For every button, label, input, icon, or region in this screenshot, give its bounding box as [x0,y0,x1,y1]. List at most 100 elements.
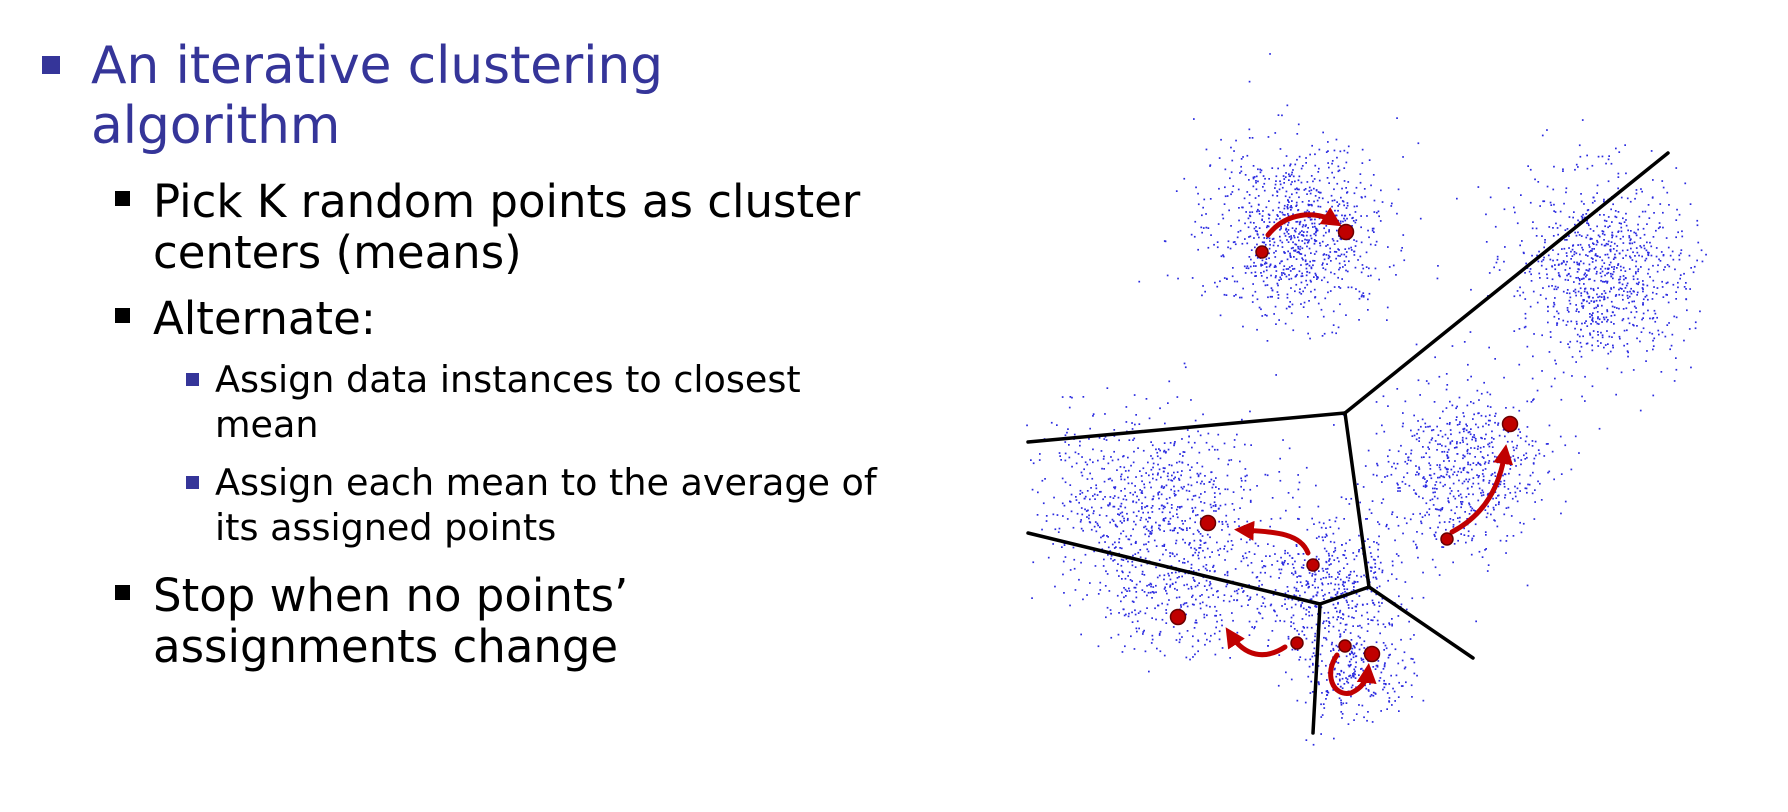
data-point [1281,241,1284,244]
data-point [1573,281,1575,283]
data-point [1523,454,1525,457]
data-point [1279,235,1281,238]
data-point [1310,598,1313,600]
data-point [1591,314,1593,317]
data-point [1268,214,1271,216]
data-point [1090,528,1093,531]
data-point [1566,260,1568,263]
data-point [1275,175,1278,178]
data-point [1216,246,1219,249]
bullet-stop-line1: Stop when no points’ [153,569,629,622]
data-point [1479,446,1482,449]
data-point [1151,457,1154,460]
data-point [1141,573,1144,575]
data-point [1482,494,1485,496]
data-point [1559,435,1562,438]
data-point [1301,201,1304,203]
data-point [1415,493,1418,495]
data-point [1635,271,1637,273]
data-point [1267,136,1270,138]
data-point [1041,479,1044,482]
data-point [1636,325,1638,327]
data-point [1104,585,1107,587]
data-point [1287,637,1290,640]
data-point [1139,519,1142,521]
data-point [1431,498,1434,501]
data-point [1681,230,1683,233]
data-point [1587,269,1589,272]
data-point [1173,485,1175,488]
data-point [1216,620,1218,623]
data-point [1284,552,1286,555]
data-point [1201,294,1203,297]
data-point [1618,288,1620,291]
data-point [1241,497,1243,500]
data-point [1429,464,1432,467]
data-point [1573,253,1576,256]
data-point [1419,217,1422,220]
data-point [1158,524,1160,527]
data-point [1596,255,1598,257]
data-point [1481,437,1483,440]
data-point [1666,264,1669,266]
data-point [1379,561,1382,564]
data-point [1086,490,1089,492]
data-point [1420,456,1423,459]
data-point [1141,506,1143,508]
data-point [1295,595,1297,597]
data-point [1404,483,1407,485]
data-point [1465,496,1468,498]
data-point [1413,414,1415,417]
data-point [1290,287,1292,289]
data-point [1248,236,1250,238]
data-point [1416,531,1418,533]
data-point [1532,355,1534,358]
data-point [1151,444,1154,447]
data-point [1554,285,1557,288]
data-point [1299,245,1302,248]
data-point [1038,459,1041,461]
data-point [1655,247,1658,249]
data-point [1192,570,1195,572]
data-point [1122,455,1124,458]
data-point [1155,618,1157,621]
data-point [1518,409,1521,412]
data-point [1354,211,1357,213]
data-point [1351,651,1353,654]
data-point [1494,358,1496,360]
data-point [1689,203,1692,205]
data-point [1623,329,1626,332]
data-point [1350,249,1353,251]
data-point [1467,493,1470,495]
data-point [1225,514,1228,517]
data-point [1233,590,1236,593]
data-point [1165,609,1167,611]
data-point [1221,523,1224,525]
data-point [1219,314,1222,317]
data-point [1223,545,1226,548]
data-point [1270,274,1272,277]
data-point [1375,593,1378,596]
data-point [1411,597,1414,600]
data-point [1520,194,1522,196]
data-point [1336,610,1338,613]
data-point [1410,657,1413,660]
data-point [1546,277,1549,279]
data-point [1246,265,1249,268]
data-point [1456,405,1458,408]
data-point [1292,169,1294,171]
data-point [1189,476,1192,479]
data-point [1083,468,1085,471]
data-point [1194,419,1197,422]
data-point [1532,462,1535,464]
data-point [1318,179,1321,182]
data-point [1242,287,1244,290]
data-point [1340,711,1343,713]
data-point [1290,247,1293,250]
data-point [1337,602,1339,605]
data-point [1640,266,1642,268]
data-point [1132,500,1135,503]
data-point [1282,213,1285,216]
data-point [1331,554,1334,557]
data-point [1303,219,1306,222]
